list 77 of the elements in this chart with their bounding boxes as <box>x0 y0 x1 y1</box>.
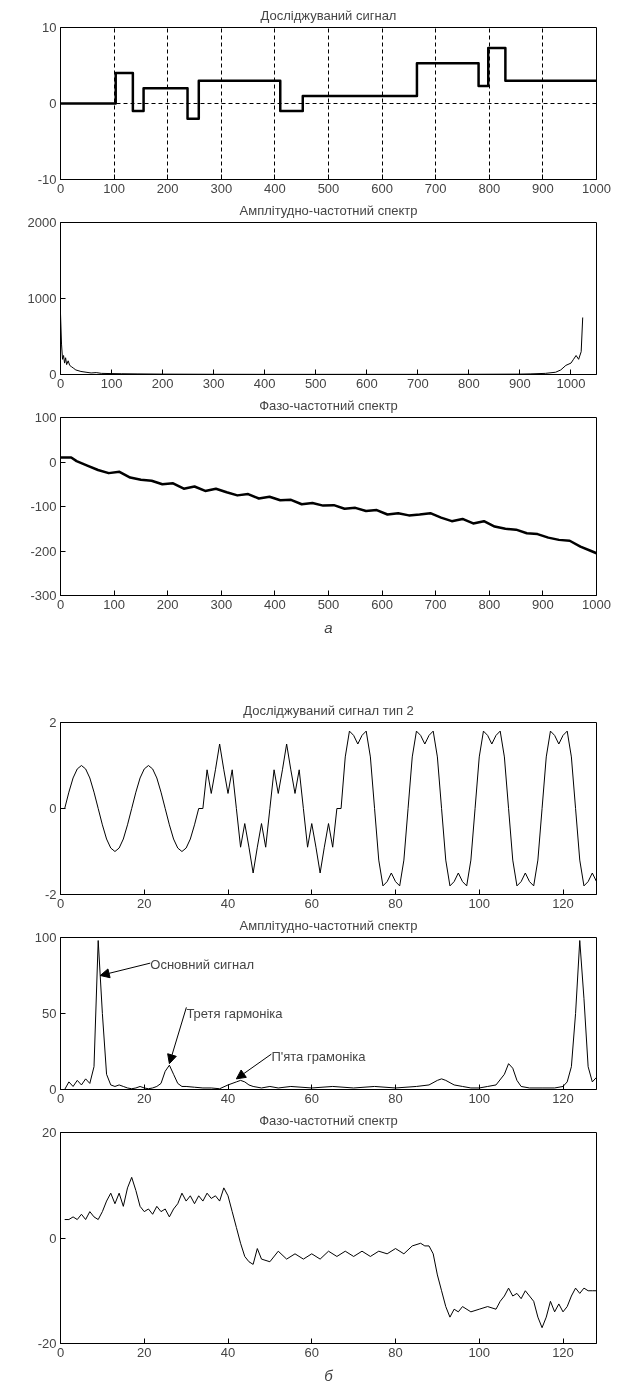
x-tick-label: 700 <box>406 375 429 391</box>
chart-title: Амплітудно-частотний спектр <box>239 917 418 933</box>
chart-title: Фазо-частотний спектр <box>259 397 398 413</box>
x-tick-label: 800 <box>458 375 480 391</box>
x-tick-label: 600 <box>371 596 393 612</box>
x-tick-label: 100 <box>103 596 125 612</box>
x-tick-label: 40 <box>220 1344 236 1360</box>
y-tick-label: 2000 <box>27 215 57 230</box>
y-tick-label: 20 <box>42 1125 57 1140</box>
x-tick-label: 60 <box>304 895 319 911</box>
y-tick-label: 100 <box>34 930 57 945</box>
x-tick-label: 300 <box>202 375 225 391</box>
y-tick-label: 100 <box>34 410 57 425</box>
x-tick-label: 100 <box>103 180 125 196</box>
x-tick-label: 500 <box>317 180 340 196</box>
x-tick-label: 600 <box>371 180 393 196</box>
x-tick-label: 500 <box>317 596 340 612</box>
x-tick-label: 400 <box>264 180 286 196</box>
x-tick-label: 800 <box>478 596 501 612</box>
x-tick-label: 120 <box>552 1344 574 1360</box>
x-tick-label: 700 <box>424 596 447 612</box>
x-tick-label: 900 <box>532 596 554 612</box>
text: а <box>324 618 333 636</box>
x-tick-label: 100 <box>468 1090 491 1106</box>
y-tick-label: -20 <box>37 1336 57 1351</box>
y-tick-label: -100 <box>30 499 57 514</box>
x-tick-label: 100 <box>468 895 491 911</box>
x-tick-label: 200 <box>151 375 174 391</box>
x-tick-label: 200 <box>156 596 179 612</box>
x-tick-label: 600 <box>355 375 378 391</box>
x-tick-label: 1000 <box>556 375 586 391</box>
x-tick-label: 800 <box>478 180 501 196</box>
x-tick-label: 400 <box>264 596 286 612</box>
y-tick-label: 0 <box>49 96 57 111</box>
x-tick-label: 60 <box>304 1344 319 1360</box>
y-tick-label: 0 <box>49 454 57 470</box>
chart-title: Амплітудно-частотний спектр <box>239 202 418 218</box>
chart-title: Фазо-частотний спектр <box>259 1112 398 1128</box>
x-tick-label: 500 <box>304 375 327 391</box>
x-tick-label: 120 <box>552 1090 574 1106</box>
x-tick-label: 80 <box>388 1090 403 1106</box>
annotation: Третя гармоніка <box>186 1006 284 1022</box>
y-tick-label: -200 <box>30 543 57 559</box>
x-tick-label: 40 <box>220 1090 236 1106</box>
x-tick-label: 200 <box>156 180 179 196</box>
x-tick-label: 20 <box>137 895 152 911</box>
x-tick-label: 300 <box>210 180 233 196</box>
chart-title: Досліджуваний сигнал <box>260 7 397 23</box>
x-tick-label: 20 <box>137 1344 152 1360</box>
text: б <box>324 1366 334 1384</box>
x-tick-label: 120 <box>552 895 574 911</box>
x-tick-label: 80 <box>388 1344 403 1360</box>
x-tick-label: 1000 <box>582 180 611 196</box>
y-tick-label: 50 <box>42 1006 57 1021</box>
chart-title: Досліджуваний сигнал тип 2 <box>243 702 414 718</box>
y-tick-label: 1000 <box>27 291 57 306</box>
annotation: П'ята грамоніка <box>271 1049 367 1065</box>
x-tick-label: 80 <box>388 895 403 911</box>
x-tick-label: 1000 <box>582 596 611 612</box>
x-tick-label: 900 <box>532 180 554 196</box>
x-tick-label: 60 <box>304 1090 319 1106</box>
x-tick-label: 900 <box>509 375 531 391</box>
x-tick-label: 400 <box>253 375 276 391</box>
y-tick-label: 10 <box>42 20 57 35</box>
y-tick-label: -2 <box>44 887 57 902</box>
y-tick-label: 0 <box>49 801 57 816</box>
y-tick-label: 0 <box>49 1230 57 1246</box>
x-tick-label: 20 <box>137 1090 152 1106</box>
x-tick-label: 100 <box>100 375 123 391</box>
x-tick-label: 100 <box>468 1344 491 1360</box>
x-tick-label: 300 <box>210 596 233 612</box>
x-tick-label: 700 <box>424 180 447 196</box>
x-tick-label: 40 <box>220 895 236 911</box>
annotation: Основний сигнал <box>150 957 255 972</box>
y-tick-label: -300 <box>30 588 57 603</box>
y-tick-label: 2 <box>49 715 57 730</box>
y-tick-label: -10 <box>37 172 57 187</box>
